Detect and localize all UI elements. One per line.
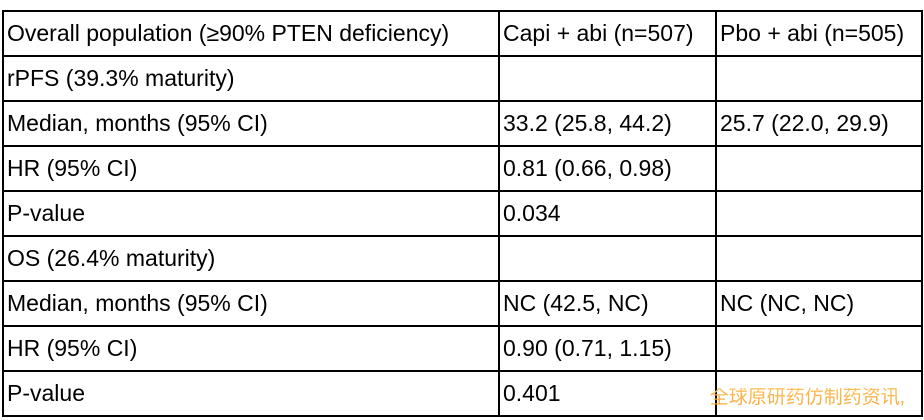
- cell-os-pvalue-pbo: 全球原研药仿制药资讯,: [710, 370, 923, 417]
- table-row-rpfs-pvalue: P-value 0.034: [2, 190, 923, 237]
- column-header-capi-abi: Capi + abi (n=507): [498, 10, 717, 57]
- cell-os-pvalue-capi: 0.401: [498, 370, 717, 417]
- cell-os-median-pbo: NC (NC, NC): [715, 280, 923, 327]
- row-label-pvalue-os: P-value: [2, 370, 500, 417]
- table-row-rpfs-hr: HR (95% CI) 0.81 (0.66, 0.98): [2, 145, 923, 192]
- table-row-rpfs-median: Median, months (95% CI) 33.2 (25.8, 44.2…: [2, 100, 923, 147]
- row-label-median: Median, months (95% CI): [2, 100, 500, 147]
- cell-rpfs-pbo: [715, 55, 923, 102]
- cell-os-pbo: [715, 235, 923, 282]
- header-row: Overall population (≥90% PTEN deficiency…: [2, 10, 923, 57]
- row-label-pvalue: P-value: [2, 190, 500, 237]
- table-row-os-pvalue: P-value 0.401 全球原研药仿制药资讯,: [2, 370, 923, 417]
- cell-rpfs-pvalue-pbo: [715, 190, 923, 237]
- column-header-population: Overall population (≥90% PTEN deficiency…: [2, 10, 500, 57]
- table-row-os-hr: HR (95% CI) 0.90 (0.71, 1.15): [2, 325, 923, 372]
- cell-rpfs-median-capi: 33.2 (25.8, 44.2): [498, 100, 717, 147]
- cell-rpfs-median-pbo: 25.7 (22.0, 29.9): [715, 100, 923, 147]
- column-header-pbo-abi: Pbo + abi (n=505): [715, 10, 923, 57]
- row-label-os: OS (26.4% maturity): [2, 235, 500, 282]
- cell-os-median-capi: NC (42.5, NC): [498, 280, 717, 327]
- row-label-median-os: Median, months (95% CI): [2, 280, 500, 327]
- cell-os-hr-capi: 0.90 (0.71, 1.15): [498, 325, 717, 372]
- cell-rpfs-pvalue-capi: 0.034: [498, 190, 717, 237]
- results-table-wrapper: Overall population (≥90% PTEN deficiency…: [2, 10, 923, 417]
- cell-rpfs-capi: [498, 55, 717, 102]
- row-label-hr-os: HR (95% CI): [2, 325, 500, 372]
- cell-rpfs-hr-capi: 0.81 (0.66, 0.98): [498, 145, 717, 192]
- row-label-hr: HR (95% CI): [2, 145, 500, 192]
- cell-os-hr-pbo: [715, 325, 923, 372]
- results-table: Overall population (≥90% PTEN deficiency…: [2, 10, 923, 417]
- table-row-os-median: Median, months (95% CI) NC (42.5, NC) NC…: [2, 280, 923, 327]
- watermark-text: 全球原研药仿制药资讯,: [709, 387, 905, 409]
- row-label-rpfs: rPFS (39.3% maturity): [2, 55, 500, 102]
- table-row-rpfs-section: rPFS (39.3% maturity): [2, 55, 923, 102]
- cell-rpfs-hr-pbo: [715, 145, 923, 192]
- cell-os-capi: [498, 235, 717, 282]
- table-row-os-section: OS (26.4% maturity): [2, 235, 923, 282]
